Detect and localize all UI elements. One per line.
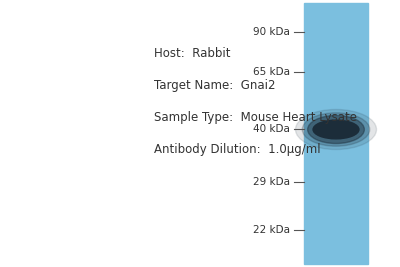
Text: 90 kDa: 90 kDa	[253, 27, 290, 37]
Ellipse shape	[296, 109, 376, 150]
Ellipse shape	[302, 113, 370, 146]
Text: Target Name:  Gnai2: Target Name: Gnai2	[154, 79, 276, 92]
Text: 22 kDa: 22 kDa	[253, 225, 290, 235]
Text: Host:  Rabbit: Host: Rabbit	[154, 47, 230, 60]
Text: 29 kDa: 29 kDa	[253, 176, 290, 187]
Text: Sample Type:  Mouse Heart Lysate: Sample Type: Mouse Heart Lysate	[154, 111, 357, 124]
Ellipse shape	[313, 120, 359, 139]
Text: 65 kDa: 65 kDa	[253, 67, 290, 77]
Text: 40 kDa: 40 kDa	[253, 124, 290, 135]
Bar	[304, 3, 368, 264]
Text: Antibody Dilution:  1.0μg/ml: Antibody Dilution: 1.0μg/ml	[154, 143, 321, 156]
Ellipse shape	[308, 115, 364, 144]
